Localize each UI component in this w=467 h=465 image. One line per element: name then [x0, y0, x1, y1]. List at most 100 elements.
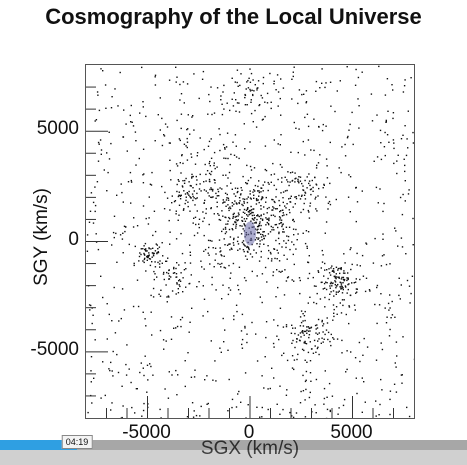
- scatter-point: [192, 195, 194, 198]
- scatter-point: [325, 196, 327, 198]
- scatter-point: [178, 214, 180, 216]
- scatter-point: [301, 182, 303, 185]
- scatter-point: [178, 279, 181, 281]
- scatter-point: [347, 278, 349, 280]
- scatter-point: [155, 243, 157, 245]
- scatter-point: [375, 400, 377, 402]
- scatter-point: [186, 83, 189, 85]
- scatter-point: [100, 68, 102, 70]
- scatter-point: [244, 148, 246, 150]
- scatter-point: [379, 129, 382, 132]
- scatter-point: [254, 190, 256, 192]
- scatter-point: [283, 294, 286, 296]
- scatter-point: [241, 313, 244, 316]
- scatter-point: [321, 337, 323, 339]
- scatter-point: [166, 301, 168, 303]
- scatter-point: [276, 74, 279, 76]
- scatter-point: [94, 339, 96, 341]
- scatter-point: [229, 289, 232, 291]
- scatter-point: [298, 89, 301, 91]
- scatter-point: [334, 281, 337, 283]
- video-player-controls[interactable]: 04:19: [0, 432, 467, 465]
- scatter-point: [336, 313, 338, 315]
- scatter-point: [306, 326, 308, 328]
- scatter-point: [303, 341, 306, 343]
- scatter-point: [304, 416, 307, 418]
- scatter-point: [258, 191, 261, 194]
- scatter-point: [130, 181, 133, 183]
- scatter-point: [181, 316, 184, 319]
- scatter-point: [340, 268, 342, 271]
- scatter-point: [188, 194, 190, 196]
- scatter-point: [348, 305, 350, 307]
- scatter-point: [282, 191, 285, 193]
- scatter-point: [221, 262, 223, 265]
- scatter-point: [106, 338, 108, 340]
- scatter-point: [276, 208, 278, 210]
- scatter-point: [270, 260, 273, 262]
- scatter-point: [168, 219, 170, 222]
- scatter-point: [276, 335, 278, 337]
- scatter-point: [142, 311, 144, 313]
- scatter-point: [308, 334, 311, 336]
- scatter-point: [196, 155, 198, 157]
- scatter-point: [128, 243, 130, 246]
- scatter-point: [243, 244, 246, 246]
- scatter-point: [243, 208, 246, 211]
- scatter-point: [92, 314, 94, 316]
- scatter-point: [215, 197, 217, 199]
- scatter-point: [335, 306, 338, 308]
- scatter-point: [313, 339, 316, 342]
- scatter-point: [164, 388, 166, 390]
- scatter-point: [142, 182, 145, 184]
- scatter-point: [308, 336, 310, 339]
- scatter-point: [291, 324, 293, 326]
- scatter-point: [229, 163, 231, 166]
- scatter-point: [301, 348, 304, 351]
- scatter-point: [184, 193, 187, 195]
- scatter-point: [285, 226, 288, 228]
- scatter-point: [223, 201, 225, 203]
- scatter-point: [93, 377, 95, 379]
- scatter-point: [359, 360, 361, 363]
- scatter-point: [105, 107, 107, 109]
- scatter-point: [320, 342, 322, 344]
- scatter-point: [281, 166, 283, 168]
- scatter-point: [247, 215, 249, 217]
- scatter-point: [207, 113, 209, 115]
- scatter-point: [252, 208, 254, 210]
- scatter-point: [107, 171, 109, 174]
- scatter-point: [261, 218, 264, 220]
- scatter-point: [260, 215, 262, 217]
- scatter-point: [138, 260, 140, 262]
- scatter-point: [238, 202, 240, 204]
- scatter-point: [278, 260, 281, 262]
- scatter-point: [260, 191, 262, 193]
- scatter-point: [240, 401, 242, 403]
- video-progress-bar[interactable]: 04:19: [0, 435, 467, 450]
- scatter-point: [324, 370, 326, 372]
- scatter-point: [94, 120, 96, 122]
- scatter-point: [280, 221, 283, 224]
- scatter-point: [326, 165, 328, 167]
- scatter-point: [273, 207, 275, 209]
- scatter-point: [208, 246, 210, 249]
- scatter-point: [180, 325, 182, 328]
- scatter-point: [272, 214, 275, 216]
- scatter-point: [189, 196, 191, 198]
- scatter-point: [200, 405, 202, 408]
- scatter-point: [302, 208, 305, 211]
- scatter-point: [242, 204, 244, 207]
- scatter-point: [303, 330, 305, 333]
- scatter-point: [237, 215, 239, 217]
- scatter-point: [378, 65, 380, 68]
- scatter-point: [180, 93, 183, 95]
- scatter-point: [342, 304, 344, 307]
- scatter-point: [271, 367, 273, 369]
- scatter-point: [235, 219, 237, 221]
- scatter-point: [232, 229, 234, 231]
- scatter-point: [277, 105, 279, 107]
- scatter-point: [227, 204, 229, 206]
- scatter-point: [343, 253, 345, 255]
- scatter-point: [138, 255, 141, 258]
